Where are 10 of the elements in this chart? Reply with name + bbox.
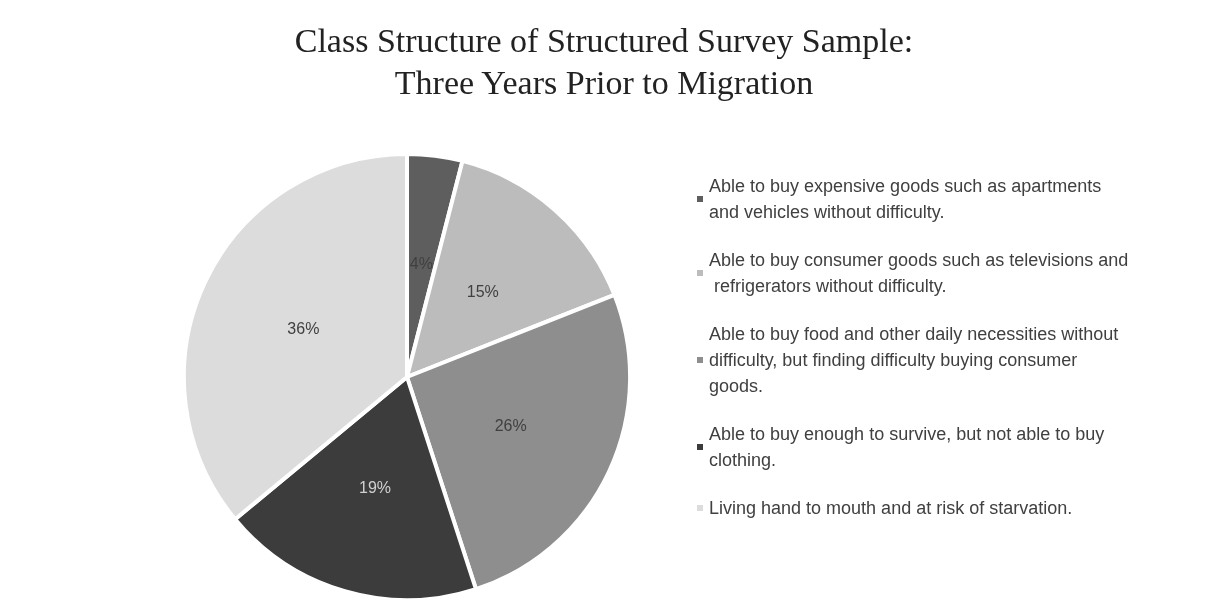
legend-label: Able to buy enough to survive, but not able to buy clothing. [709, 424, 1110, 470]
chart-title: Class Structure of Structured Survey Sample: Three Years Prior to Migration [294, 21, 914, 101]
data-label: 15% [466, 282, 499, 300]
legend-label: Able to buy consumer goods such as televisions and refrigerators without difficulty. [709, 250, 1129, 296]
legend-label: Able to buy food and other daily necessities without difficulty, but finding difficulty buying consumer goods. [709, 324, 1124, 396]
data-label: 26% [494, 417, 527, 435]
data-label: 19% [359, 478, 392, 496]
data-label: 36% [287, 319, 320, 337]
legend-label: Able to buy expensive goods such as apartments and vehicles without difficulty. [709, 176, 1107, 222]
legend-label: Living hand to mouth and at risk of starvation. [709, 498, 1073, 518]
